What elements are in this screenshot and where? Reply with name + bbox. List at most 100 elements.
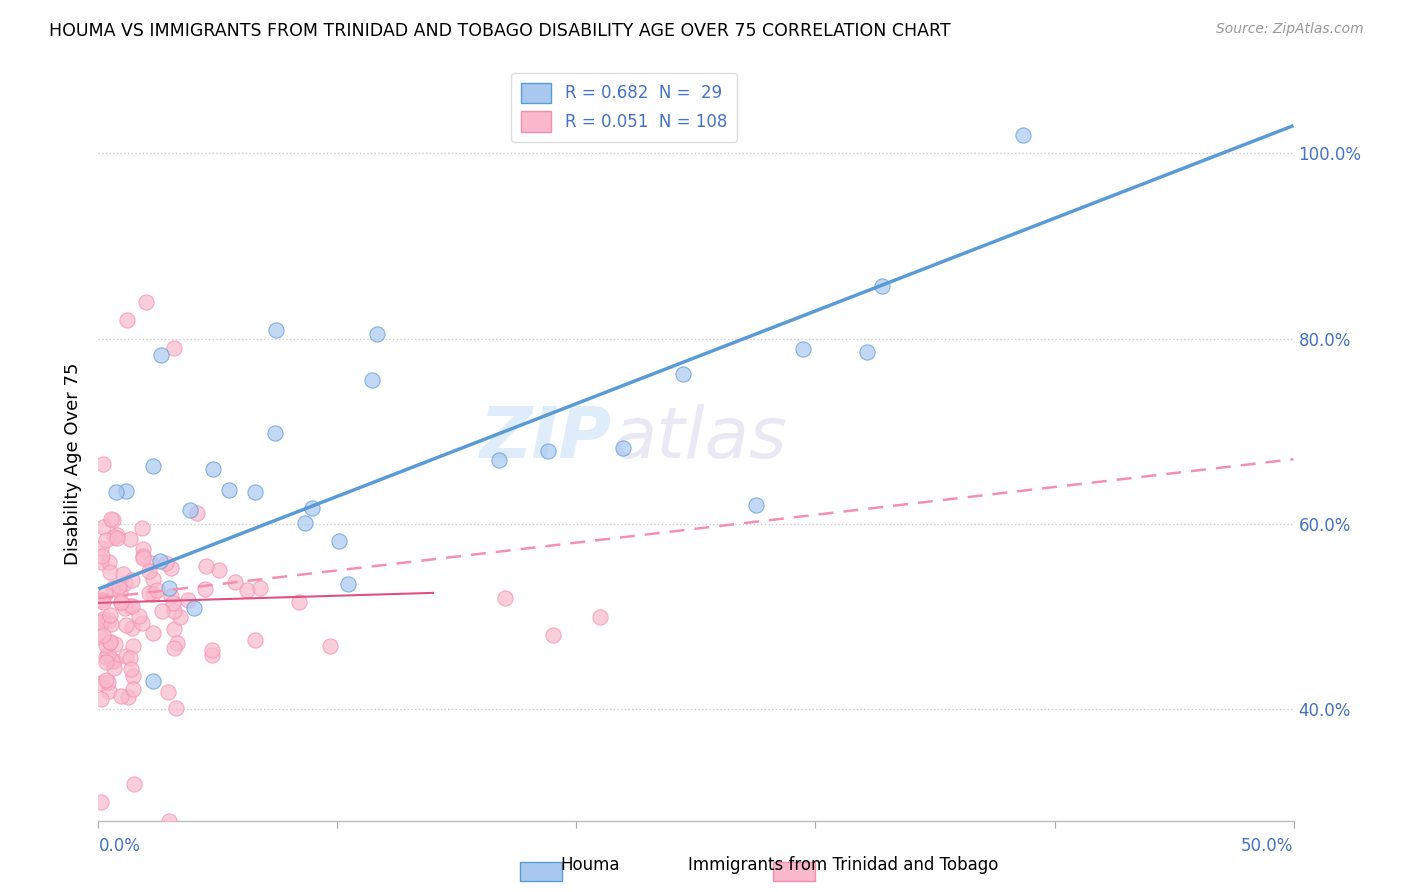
Point bbox=[114, 618, 136, 632]
Point bbox=[90, 692, 112, 706]
Point bbox=[745, 498, 768, 512]
Point bbox=[120, 650, 142, 665]
Point bbox=[150, 604, 173, 618]
Point bbox=[135, 294, 157, 309]
Point bbox=[142, 674, 165, 689]
Point bbox=[160, 560, 183, 574]
Point bbox=[114, 576, 136, 591]
Point bbox=[94, 656, 117, 670]
Text: 0.0%: 0.0% bbox=[98, 838, 141, 855]
Point bbox=[94, 639, 117, 653]
Point bbox=[103, 661, 125, 675]
Point bbox=[103, 530, 125, 544]
Point bbox=[132, 542, 155, 557]
Point bbox=[294, 516, 316, 531]
Point bbox=[163, 641, 186, 656]
Point bbox=[124, 776, 146, 790]
Point bbox=[100, 654, 122, 668]
Point bbox=[90, 615, 112, 629]
Point bbox=[138, 564, 160, 578]
Point bbox=[131, 549, 153, 563]
Point bbox=[163, 604, 186, 618]
Point bbox=[142, 625, 165, 640]
Point bbox=[166, 636, 188, 650]
Point bbox=[90, 592, 112, 607]
Point bbox=[149, 348, 172, 362]
Point bbox=[1012, 128, 1035, 142]
Point bbox=[103, 637, 125, 651]
Point bbox=[105, 531, 128, 545]
Point bbox=[194, 582, 217, 596]
Point bbox=[105, 485, 128, 500]
Point bbox=[111, 567, 134, 582]
Point bbox=[201, 648, 224, 662]
Point bbox=[103, 654, 125, 668]
Point bbox=[155, 557, 177, 571]
Text: HOUMA VS IMMIGRANTS FROM TRINIDAD AND TOBAGO DISABILITY AGE OVER 75 CORRELATION : HOUMA VS IMMIGRANTS FROM TRINIDAD AND TO… bbox=[49, 22, 950, 40]
Point bbox=[97, 675, 120, 690]
Point bbox=[98, 565, 121, 579]
Point bbox=[121, 573, 143, 587]
Point bbox=[91, 628, 114, 642]
Text: ZIP: ZIP bbox=[479, 404, 613, 474]
Point bbox=[100, 634, 122, 648]
Point bbox=[288, 595, 311, 609]
Point bbox=[90, 795, 112, 809]
Point bbox=[110, 596, 132, 610]
Point bbox=[121, 599, 143, 613]
Point bbox=[96, 649, 118, 664]
Point bbox=[132, 551, 155, 566]
Point bbox=[156, 684, 179, 698]
Point bbox=[97, 555, 120, 569]
Point bbox=[208, 563, 231, 577]
Point bbox=[328, 533, 350, 548]
Point bbox=[366, 326, 388, 341]
Point bbox=[122, 639, 145, 653]
Point bbox=[162, 596, 184, 610]
Point bbox=[142, 459, 165, 474]
Point bbox=[139, 556, 162, 570]
Point bbox=[90, 676, 112, 690]
Text: Immigrants from Trinidad and Tobago: Immigrants from Trinidad and Tobago bbox=[689, 856, 998, 874]
Point bbox=[138, 586, 160, 600]
Point bbox=[94, 533, 117, 547]
Point bbox=[120, 662, 142, 676]
Point bbox=[94, 587, 117, 601]
Point bbox=[98, 634, 121, 648]
Point bbox=[120, 533, 142, 547]
Point bbox=[186, 506, 208, 520]
Point bbox=[110, 595, 132, 609]
Point bbox=[90, 555, 112, 569]
Point bbox=[114, 601, 136, 615]
Point bbox=[360, 373, 382, 387]
Text: 50.0%: 50.0% bbox=[1241, 838, 1294, 855]
Point bbox=[243, 484, 266, 499]
Point bbox=[131, 521, 153, 535]
Legend: R = 0.682  N =  29, R = 0.051  N = 108: R = 0.682 N = 29, R = 0.051 N = 108 bbox=[512, 72, 737, 142]
Point bbox=[855, 344, 877, 359]
Point bbox=[117, 690, 139, 705]
Point bbox=[94, 673, 117, 688]
Point bbox=[872, 279, 894, 293]
Point bbox=[105, 528, 128, 542]
Point bbox=[236, 582, 259, 597]
Point bbox=[98, 607, 121, 622]
Point bbox=[91, 457, 114, 471]
Point bbox=[91, 520, 114, 534]
Point bbox=[245, 632, 267, 647]
Y-axis label: Disability Age Over 75: Disability Age Over 75 bbox=[65, 362, 83, 566]
Point bbox=[792, 342, 814, 356]
Point bbox=[488, 452, 510, 467]
Point bbox=[218, 483, 240, 497]
Point bbox=[195, 558, 218, 573]
Point bbox=[97, 647, 120, 661]
Point bbox=[301, 501, 323, 516]
Point bbox=[103, 513, 125, 527]
Point bbox=[264, 425, 287, 440]
Point bbox=[91, 611, 114, 625]
Point bbox=[264, 323, 287, 337]
Point bbox=[97, 614, 120, 628]
Text: atlas: atlas bbox=[613, 404, 787, 474]
Point bbox=[536, 443, 558, 458]
Point bbox=[128, 609, 150, 624]
